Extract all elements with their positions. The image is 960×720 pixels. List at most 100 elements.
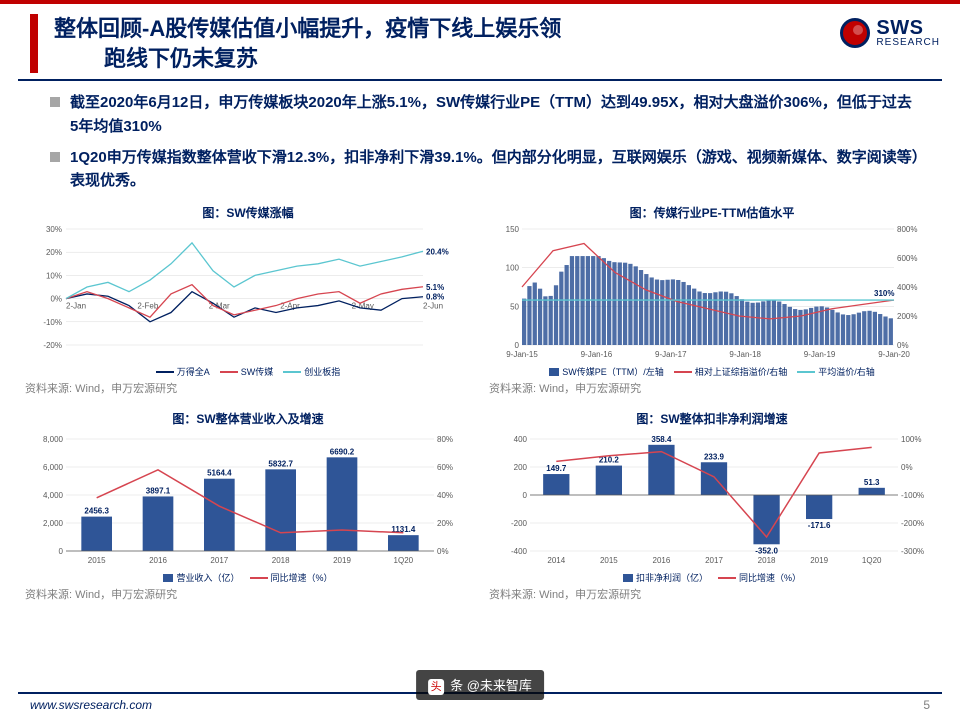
svg-text:4,000: 4,000 [43, 491, 64, 500]
svg-text:10%: 10% [46, 272, 62, 281]
svg-text:600%: 600% [897, 254, 917, 263]
svg-text:80%: 80% [437, 435, 453, 444]
title-line-2: 跑线下仍未复苏 [54, 44, 840, 74]
bullet-1: 截至2020年6月12日，申万传媒板块2020年上涨5.1%，SW传媒行业PE（… [50, 91, 920, 138]
chart-1: 图：SW传媒涨幅 -20%-10%0%10%20%30%2-Jan2-Feb2-… [25, 204, 471, 404]
svg-text:200: 200 [514, 463, 528, 472]
bullet-1-text: 截至2020年6月12日，申万传媒板块2020年上涨5.1%，SW传媒行业PE（… [70, 91, 920, 138]
svg-text:2017: 2017 [210, 556, 228, 565]
svg-text:2019: 2019 [810, 556, 828, 565]
svg-text:2018: 2018 [758, 556, 776, 565]
svg-text:1Q20: 1Q20 [862, 556, 882, 565]
svg-text:2015: 2015 [600, 556, 618, 565]
svg-text:0: 0 [59, 547, 64, 556]
svg-text:2456.3: 2456.3 [84, 507, 109, 516]
svg-text:20%: 20% [437, 519, 453, 528]
svg-text:-400: -400 [511, 547, 528, 556]
svg-text:0%: 0% [50, 295, 62, 304]
chart-4-canvas: -400-2000200400-300%-200%-100%0%100%2014… [489, 429, 935, 569]
svg-text:-171.6: -171.6 [808, 521, 831, 530]
svg-text:-10%: -10% [43, 318, 62, 327]
svg-text:5164.4: 5164.4 [207, 469, 232, 478]
svg-text:-20%: -20% [43, 341, 62, 350]
logo-icon [840, 18, 870, 48]
svg-text:2018: 2018 [272, 556, 290, 565]
svg-text:310%: 310% [874, 289, 894, 298]
svg-text:6690.2: 6690.2 [330, 448, 355, 457]
chart-4-title: 图：SW整体扣非净利润增速 [489, 410, 935, 427]
svg-text:2016: 2016 [149, 556, 167, 565]
svg-text:0: 0 [515, 341, 520, 350]
svg-text:400: 400 [514, 435, 528, 444]
chart-3-canvas: 02,0004,0006,0008,0000%20%40%60%80%20152… [25, 429, 471, 569]
svg-text:2-Feb: 2-Feb [137, 302, 158, 311]
svg-text:2,000: 2,000 [43, 519, 64, 528]
chart-2-canvas: 0 50 100 150 0% 200% 400% 600% 800% 9-Jan-15 9-Jan… [489, 223, 935, 363]
svg-text:2015: 2015 [88, 556, 106, 565]
chart-4: 图：SW整体扣非净利润增速 -400-2000200400-300%-200%-… [489, 410, 935, 610]
page-number: 5 [923, 698, 930, 712]
svg-text:0.8%: 0.8% [426, 293, 444, 302]
svg-text:20.4%: 20.4% [426, 248, 449, 257]
chart-3-source: 资料来源: Wind，申万宏源研究 [25, 586, 471, 602]
logo-main: SWS [876, 19, 940, 37]
svg-text:149.7: 149.7 [546, 464, 567, 473]
svg-text:5832.7: 5832.7 [268, 460, 293, 469]
bullet-2: 1Q20申万传媒指数整体营收下滑12.3%，扣非净利下滑39.1%。但内部分化明… [50, 146, 920, 193]
header: 整体回顾-A股传媒估值小幅提升，疫情下线上娱乐领 跑线下仍未复苏 SWS RES… [0, 4, 960, 79]
svg-text:60%: 60% [437, 463, 453, 472]
watermark-callout: 条 @未来智库 [416, 670, 544, 700]
chart-3-legend: 营业收入（亿）同比增速（%） [25, 571, 471, 584]
chart-2-legend: SW传媒PE（TTM）/左轴相对上证综指溢价/右轴平均溢价/右轴 [489, 365, 935, 378]
svg-text:-200%: -200% [901, 519, 924, 528]
footer-url: www.swsresearch.com [30, 698, 152, 712]
svg-text:1Q20: 1Q20 [394, 556, 414, 565]
bullets: 截至2020年6月12日，申万传媒板块2020年上涨5.1%，SW传媒行业PE（… [0, 81, 960, 204]
svg-text:9-Jan-16: 9-Jan-16 [581, 350, 613, 359]
svg-text:0%: 0% [437, 547, 449, 556]
svg-text:20%: 20% [46, 249, 62, 258]
bullet-2-text: 1Q20申万传媒指数整体营收下滑12.3%，扣非净利下滑39.1%。但内部分化明… [70, 146, 920, 193]
chart-2: 图：传媒行业PE-TTM估值水平 0 50 100 150 0% 200% 400% 600%… [489, 204, 935, 404]
svg-text:9-Jan-18: 9-Jan-18 [729, 350, 761, 359]
svg-text:2014: 2014 [547, 556, 565, 565]
bullet-marker-icon [50, 152, 60, 162]
chart-3: 图：SW整体营业收入及增速 02,0004,0006,0008,0000%20%… [25, 410, 471, 610]
svg-text:-300%: -300% [901, 547, 924, 556]
svg-text:200%: 200% [897, 312, 917, 321]
chart-3-title: 图：SW整体营业收入及增速 [25, 410, 471, 427]
sws-logo: SWS RESEARCH [840, 18, 940, 48]
svg-text:2-Jan: 2-Jan [66, 302, 86, 311]
svg-text:0%: 0% [897, 341, 909, 350]
svg-text:400%: 400% [897, 283, 917, 292]
svg-text:2016: 2016 [653, 556, 671, 565]
svg-text:-100%: -100% [901, 491, 924, 500]
svg-text:9-Jan-20: 9-Jan-20 [878, 350, 910, 359]
svg-text:2019: 2019 [333, 556, 351, 565]
bullet-marker-icon [50, 97, 60, 107]
svg-text:6,000: 6,000 [43, 463, 64, 472]
chart-2-source: 资料来源: Wind，申万宏源研究 [489, 380, 935, 396]
svg-text:0%: 0% [901, 463, 913, 472]
svg-text:50: 50 [510, 303, 519, 312]
svg-text:358.4: 358.4 [651, 435, 672, 444]
svg-text:5.1%: 5.1% [426, 283, 444, 292]
chart-2-title: 图：传媒行业PE-TTM估值水平 [489, 204, 935, 221]
svg-text:-352.0: -352.0 [755, 547, 778, 556]
svg-text:100: 100 [506, 264, 520, 273]
logo-sub: RESEARCH [876, 37, 940, 48]
svg-text:3897.1: 3897.1 [146, 487, 171, 496]
svg-text:0: 0 [523, 491, 528, 500]
svg-text:9-Jan-15: 9-Jan-15 [506, 350, 538, 359]
svg-text:30%: 30% [46, 225, 62, 234]
charts-grid: 图：SW传媒涨幅 -20%-10%0%10%20%30%2-Jan2-Feb2-… [0, 204, 960, 610]
svg-text:800%: 800% [897, 225, 917, 234]
title-block: 整体回顾-A股传媒估值小幅提升，疫情下线上娱乐领 跑线下仍未复苏 [30, 14, 840, 73]
chart-4-legend: 扣非净利润（亿）同比增速（%） [489, 571, 935, 584]
svg-text:100%: 100% [901, 435, 921, 444]
svg-text:51.3: 51.3 [864, 478, 880, 487]
slide: 整体回顾-A股传媒估值小幅提升，疫情下线上娱乐领 跑线下仍未复苏 SWS RES… [0, 0, 960, 720]
chart-1-source: 资料来源: Wind，申万宏源研究 [25, 380, 471, 396]
svg-text:150: 150 [506, 225, 520, 234]
svg-text:2017: 2017 [705, 556, 723, 565]
